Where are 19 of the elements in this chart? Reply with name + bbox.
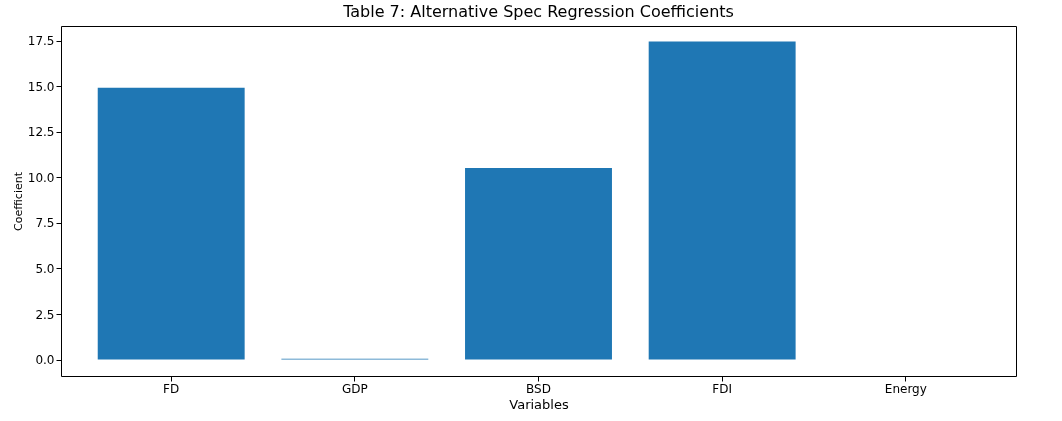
y-tick-label: 10.0 <box>27 170 55 185</box>
x-tick-label: Energy <box>884 381 927 396</box>
x-axis-title: Variables <box>509 396 569 412</box>
y-tick-label: 5.0 <box>35 261 55 276</box>
bar <box>648 41 796 360</box>
y-tick-label: 15.0 <box>27 79 55 94</box>
bar <box>465 168 612 360</box>
x-tick-label: FD <box>163 381 180 396</box>
y-tick-label: 17.5 <box>27 34 55 49</box>
x-tick-label: FDI <box>712 381 732 396</box>
chart-title: Table 7: Alternative Spec Regression Coefficients <box>342 2 734 21</box>
x-tick-label: GDP <box>341 381 368 396</box>
y-tick-label: 0.0 <box>35 353 55 368</box>
y-tick-label: 7.5 <box>35 216 55 231</box>
y-axis-title: Coefficient <box>11 171 25 231</box>
x-tick-label: BSD <box>526 381 551 396</box>
y-tick-label: 2.5 <box>35 307 55 322</box>
bar <box>97 87 245 360</box>
y-tick-label: 12.5 <box>27 125 55 140</box>
